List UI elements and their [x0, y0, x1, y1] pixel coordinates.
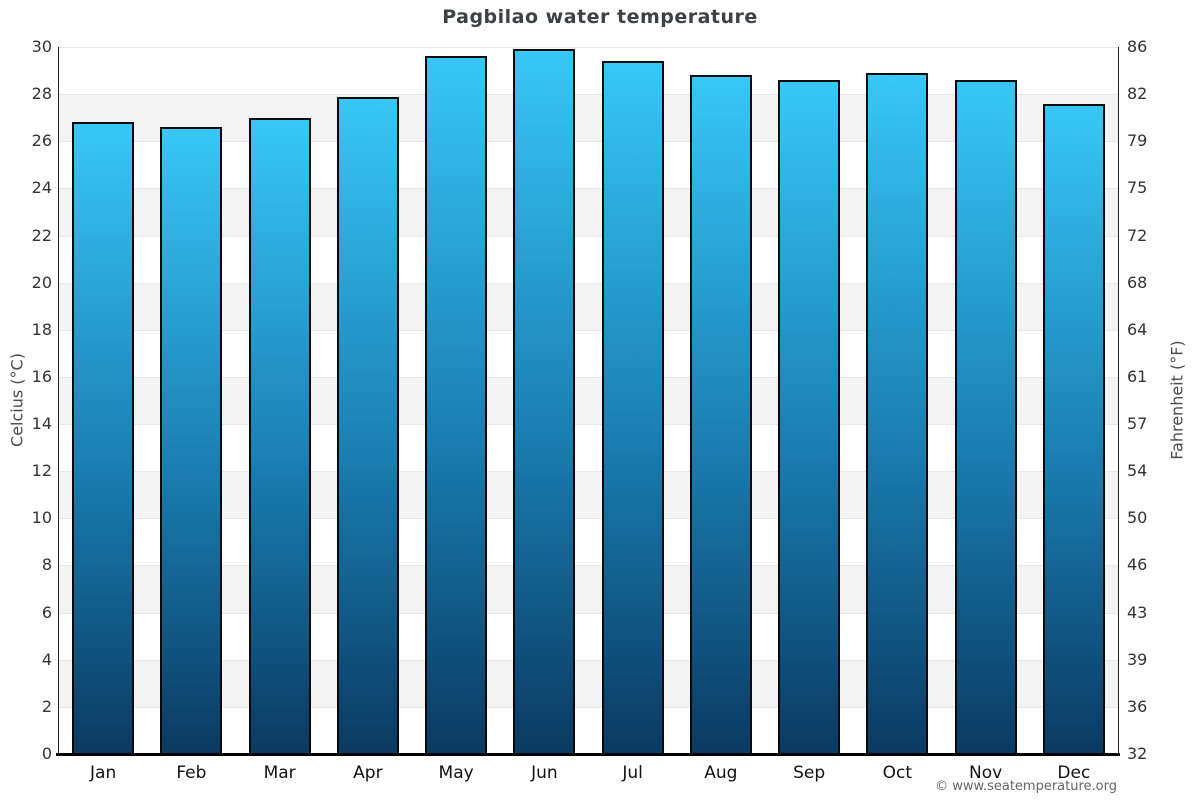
gridline-10c	[59, 518, 1118, 520]
month-label-apr: Apr	[353, 763, 383, 783]
fahrenheit-tick-32: 32	[1127, 744, 1148, 763]
fahrenheit-tick-39: 39	[1127, 649, 1148, 669]
bar-nov[interactable]	[954, 80, 1017, 754]
right-axis-line	[1118, 47, 1119, 754]
gridline-24c	[59, 188, 1118, 190]
background-band	[59, 659, 1118, 707]
bar-sep[interactable]	[778, 80, 841, 754]
celsius-tick-20: 20	[31, 272, 52, 292]
gridline-6c	[59, 612, 1118, 614]
gridline-4c	[59, 659, 1118, 661]
celsius-tick-8: 8	[41, 555, 52, 575]
bar-may[interactable]	[425, 56, 488, 754]
gridline-28c	[59, 94, 1118, 96]
gridline-16c	[59, 376, 1118, 378]
fahrenheit-tick-79: 79	[1127, 131, 1148, 151]
copyright-credit: © www.seatemperature.org	[935, 779, 1117, 794]
gridline-14c	[59, 424, 1118, 426]
month-label-mar: Mar	[263, 763, 296, 783]
fahrenheit-tick-86: 86	[1127, 37, 1148, 56]
celsius-tick-10: 10	[31, 508, 52, 528]
chart-title: Pagbilao water temperature	[442, 6, 758, 28]
fahrenheit-tick-72: 72	[1127, 225, 1148, 245]
background-band	[59, 282, 1118, 330]
plot-area	[59, 47, 1118, 754]
month-label-aug: Aug	[704, 763, 738, 783]
bar-apr[interactable]	[336, 96, 399, 754]
celsius-tick-18: 18	[31, 319, 52, 339]
gridline-26c	[59, 141, 1118, 143]
fahrenheit-tick-57: 57	[1127, 414, 1148, 434]
month-label-jul: Jul	[622, 763, 643, 783]
celsius-tick-14: 14	[31, 414, 52, 434]
bottom-axis-line	[56, 753, 1120, 756]
gridline-22c	[59, 235, 1118, 237]
celsius-tick-28: 28	[31, 84, 52, 104]
fahrenheit-tick-46: 46	[1127, 555, 1148, 575]
bar-aug[interactable]	[689, 75, 752, 754]
left-axis-line	[58, 47, 59, 754]
bar-jun[interactable]	[513, 49, 576, 754]
bar-dec[interactable]	[1042, 103, 1105, 754]
month-label-feb: Feb	[176, 763, 207, 783]
month-label-nov: Nov	[969, 763, 1003, 783]
fahrenheit-tick-64: 64	[1127, 319, 1148, 339]
fahrenheit-tick-43: 43	[1127, 602, 1148, 622]
right-axis-title: Fahrenheit (°F)	[1167, 340, 1187, 460]
month-label-jun: Jun	[531, 763, 558, 783]
gridline-20c	[59, 282, 1118, 284]
gridline-18c	[59, 329, 1118, 331]
background-band	[59, 565, 1118, 613]
background-band	[59, 94, 1118, 142]
fahrenheit-tick-54: 54	[1127, 461, 1148, 481]
fahrenheit-tick-36: 36	[1127, 696, 1148, 716]
celsius-tick-12: 12	[31, 461, 52, 481]
celsius-tick-2: 2	[41, 696, 52, 716]
bar-mar[interactable]	[248, 117, 311, 754]
bar-jul[interactable]	[601, 61, 664, 754]
celsius-tick-22: 22	[31, 225, 52, 245]
fahrenheit-tick-61: 61	[1127, 366, 1148, 386]
gridline-2c	[59, 706, 1118, 708]
bar-feb[interactable]	[160, 127, 223, 754]
gridline-30c	[59, 47, 1118, 48]
bar-jan[interactable]	[72, 122, 135, 754]
bar-oct[interactable]	[866, 72, 929, 754]
celsius-tick-6: 6	[41, 602, 52, 622]
month-label-may: May	[438, 763, 474, 783]
fahrenheit-tick-50: 50	[1127, 508, 1148, 528]
background-band	[59, 188, 1118, 236]
month-label-dec: Dec	[1057, 763, 1091, 783]
background-band	[59, 471, 1118, 519]
celsius-tick-0: 0	[41, 744, 52, 763]
fahrenheit-tick-82: 82	[1127, 84, 1148, 104]
celsius-tick-24: 24	[31, 178, 52, 198]
celsius-tick-4: 4	[41, 649, 52, 669]
celsius-tick-26: 26	[31, 131, 52, 151]
celsius-tick-30: 30	[31, 37, 52, 56]
month-label-jan: Jan	[90, 763, 117, 783]
fahrenheit-tick-75: 75	[1127, 178, 1148, 198]
gridline-8c	[59, 565, 1118, 567]
celsius-tick-16: 16	[31, 366, 52, 386]
fahrenheit-tick-68: 68	[1127, 272, 1148, 292]
month-label-sep: Sep	[793, 763, 826, 783]
background-band	[59, 376, 1118, 425]
month-label-oct: Oct	[882, 763, 913, 783]
gridline-12c	[59, 471, 1118, 473]
